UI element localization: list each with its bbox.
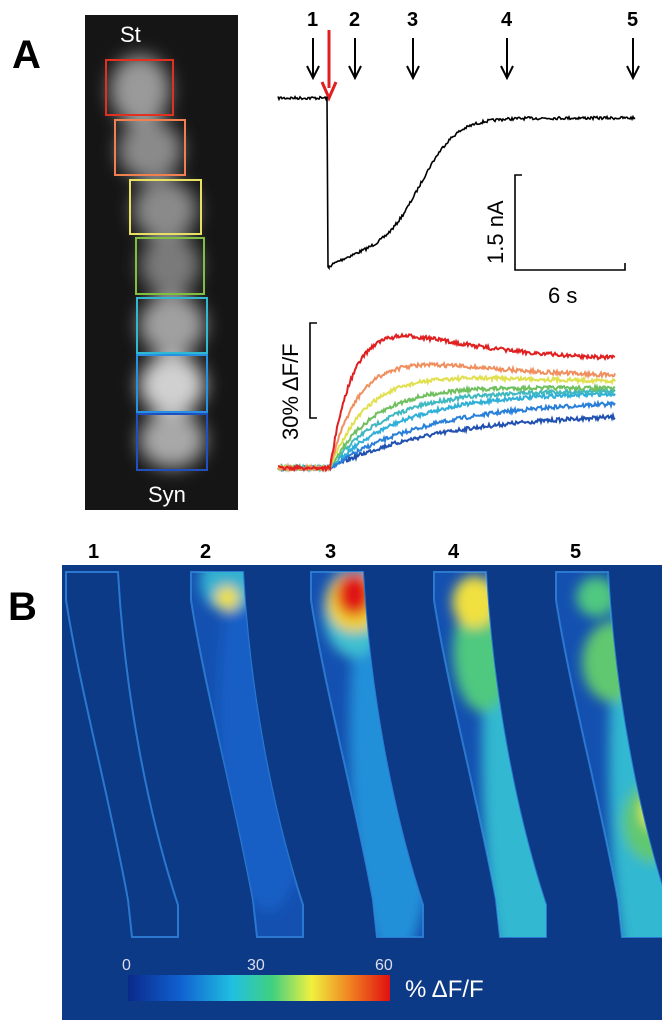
colorbar-tick: 60	[375, 957, 393, 974]
marker-arrow	[500, 38, 514, 81]
current-trace	[277, 94, 636, 271]
marker-arrow	[306, 38, 320, 81]
marker-label: 3	[407, 9, 418, 31]
current-scale: 1.5 nA	[483, 200, 508, 264]
fluorescence-trace	[277, 411, 616, 473]
roi-boxes	[105, 59, 208, 471]
fluorescence-scale: 30% ΔF/F	[278, 343, 303, 440]
panel-label: A	[12, 33, 41, 77]
marker-label: 4	[501, 9, 513, 31]
fluorescence-trace	[278, 382, 616, 473]
stimulus-arrow	[320, 81, 338, 102]
fluorescence-trace	[277, 399, 616, 472]
signal-spot	[452, 576, 497, 628]
marker-label: 2	[349, 9, 360, 31]
cell	[65, 571, 179, 938]
image-label: St	[120, 22, 141, 47]
fluorescence-trace	[277, 386, 616, 473]
marker-label: 1	[307, 9, 318, 31]
time-scale: 6 s	[548, 283, 577, 308]
frame-labels: 1 2 3 4 5	[88, 541, 581, 563]
fluorescence-trace	[277, 360, 616, 473]
colorbar-tick: 0	[122, 957, 131, 974]
scale-bar	[309, 322, 317, 419]
marker-label: 5	[627, 9, 638, 31]
frame-label: 4	[448, 541, 460, 563]
colorbar-tick: 30	[247, 957, 265, 974]
fluorescence-traces	[277, 332, 616, 473]
frame-label: 2	[200, 541, 211, 563]
cell-body	[65, 571, 179, 938]
image-label: Syn	[148, 482, 186, 507]
scale-bar	[514, 174, 626, 271]
frame-label: 3	[325, 541, 336, 563]
panel-label: B	[8, 585, 37, 629]
fluorescence-trace	[277, 332, 616, 473]
colorbar	[128, 975, 390, 1001]
colorbar-label: % ΔF/F	[405, 976, 484, 1003]
fluorescence-trace	[277, 373, 616, 473]
signal-spot	[576, 577, 617, 617]
cell-image	[110, 55, 205, 468]
signal-spot	[200, 572, 257, 612]
marker-arrow	[626, 38, 640, 81]
frame-label: 1	[88, 541, 99, 563]
marker-arrow	[348, 38, 362, 81]
signal-spot	[215, 586, 240, 610]
signal-spot	[336, 572, 373, 616]
stimulus-arrows	[306, 38, 640, 81]
frame-label: 5	[570, 541, 581, 563]
marker-arrow	[406, 38, 420, 81]
